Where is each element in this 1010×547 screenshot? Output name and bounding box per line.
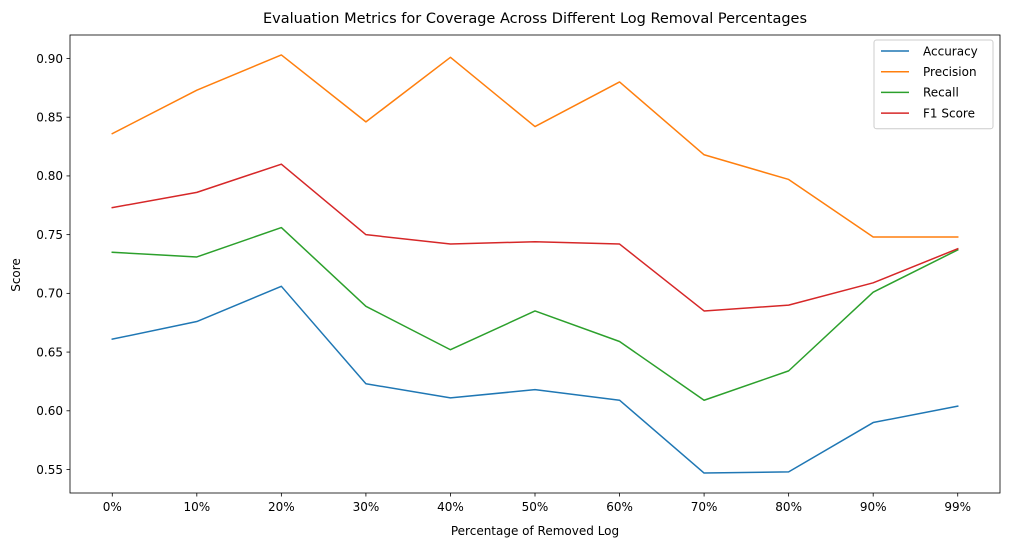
- y-tick-label: 0.55: [36, 463, 63, 477]
- y-axis-title: Score: [9, 258, 23, 292]
- series-line-accuracy: [111, 285, 959, 474]
- x-tick-label: 90%: [860, 500, 887, 514]
- y-tick-label: 0.60: [36, 404, 63, 418]
- x-tick-label: 60%: [606, 500, 633, 514]
- y-tick-label: 0.80: [36, 169, 63, 183]
- y-axis: 0.55 0.60 0.65 0.70 0.75 0.80 0.85 0.90: [36, 52, 70, 477]
- y-tick-label: 0.70: [36, 287, 63, 301]
- y-tick-label: 0.85: [36, 111, 63, 125]
- legend: Accuracy Precision Recall F1 Score: [873, 39, 994, 130]
- legend-box: [873, 39, 994, 130]
- x-tick-label: 20%: [268, 500, 295, 514]
- x-tick-label: 30%: [353, 500, 380, 514]
- x-tick-label: 99%: [944, 500, 971, 514]
- legend-label-f1-score: F1 Score: [923, 106, 975, 120]
- chart-title: Evaluation Metrics for Coverage Across D…: [263, 11, 807, 27]
- x-tick-label: 10%: [183, 500, 210, 514]
- y-tick-label: 0.75: [36, 228, 63, 242]
- series-line-recall: [111, 226, 959, 401]
- x-tick-label: 70%: [691, 500, 718, 514]
- plot-frame: [69, 34, 1001, 494]
- y-tick-label: 0.90: [36, 52, 63, 66]
- x-tick-label: 50%: [522, 500, 549, 514]
- series-layer: [111, 54, 959, 474]
- x-tick-label: 80%: [775, 500, 802, 514]
- x-axis-title: Percentage of Removed Log: [451, 524, 619, 538]
- legend-label-accuracy: Accuracy: [923, 44, 978, 58]
- x-tick-label: 40%: [437, 500, 464, 514]
- plot-area: [69, 34, 1001, 494]
- legend-label-precision: Precision: [923, 65, 977, 79]
- y-tick-label: 0.65: [36, 345, 63, 359]
- legend-label-recall: Recall: [923, 86, 959, 100]
- x-tick-label: 0%: [103, 500, 122, 514]
- x-axis: 0% 10% 20% 30% 40% 50% 60% 70% 80% 90% 99%: [103, 493, 971, 514]
- series-line-precision: [111, 54, 959, 238]
- series-line-f1-score: [111, 163, 959, 312]
